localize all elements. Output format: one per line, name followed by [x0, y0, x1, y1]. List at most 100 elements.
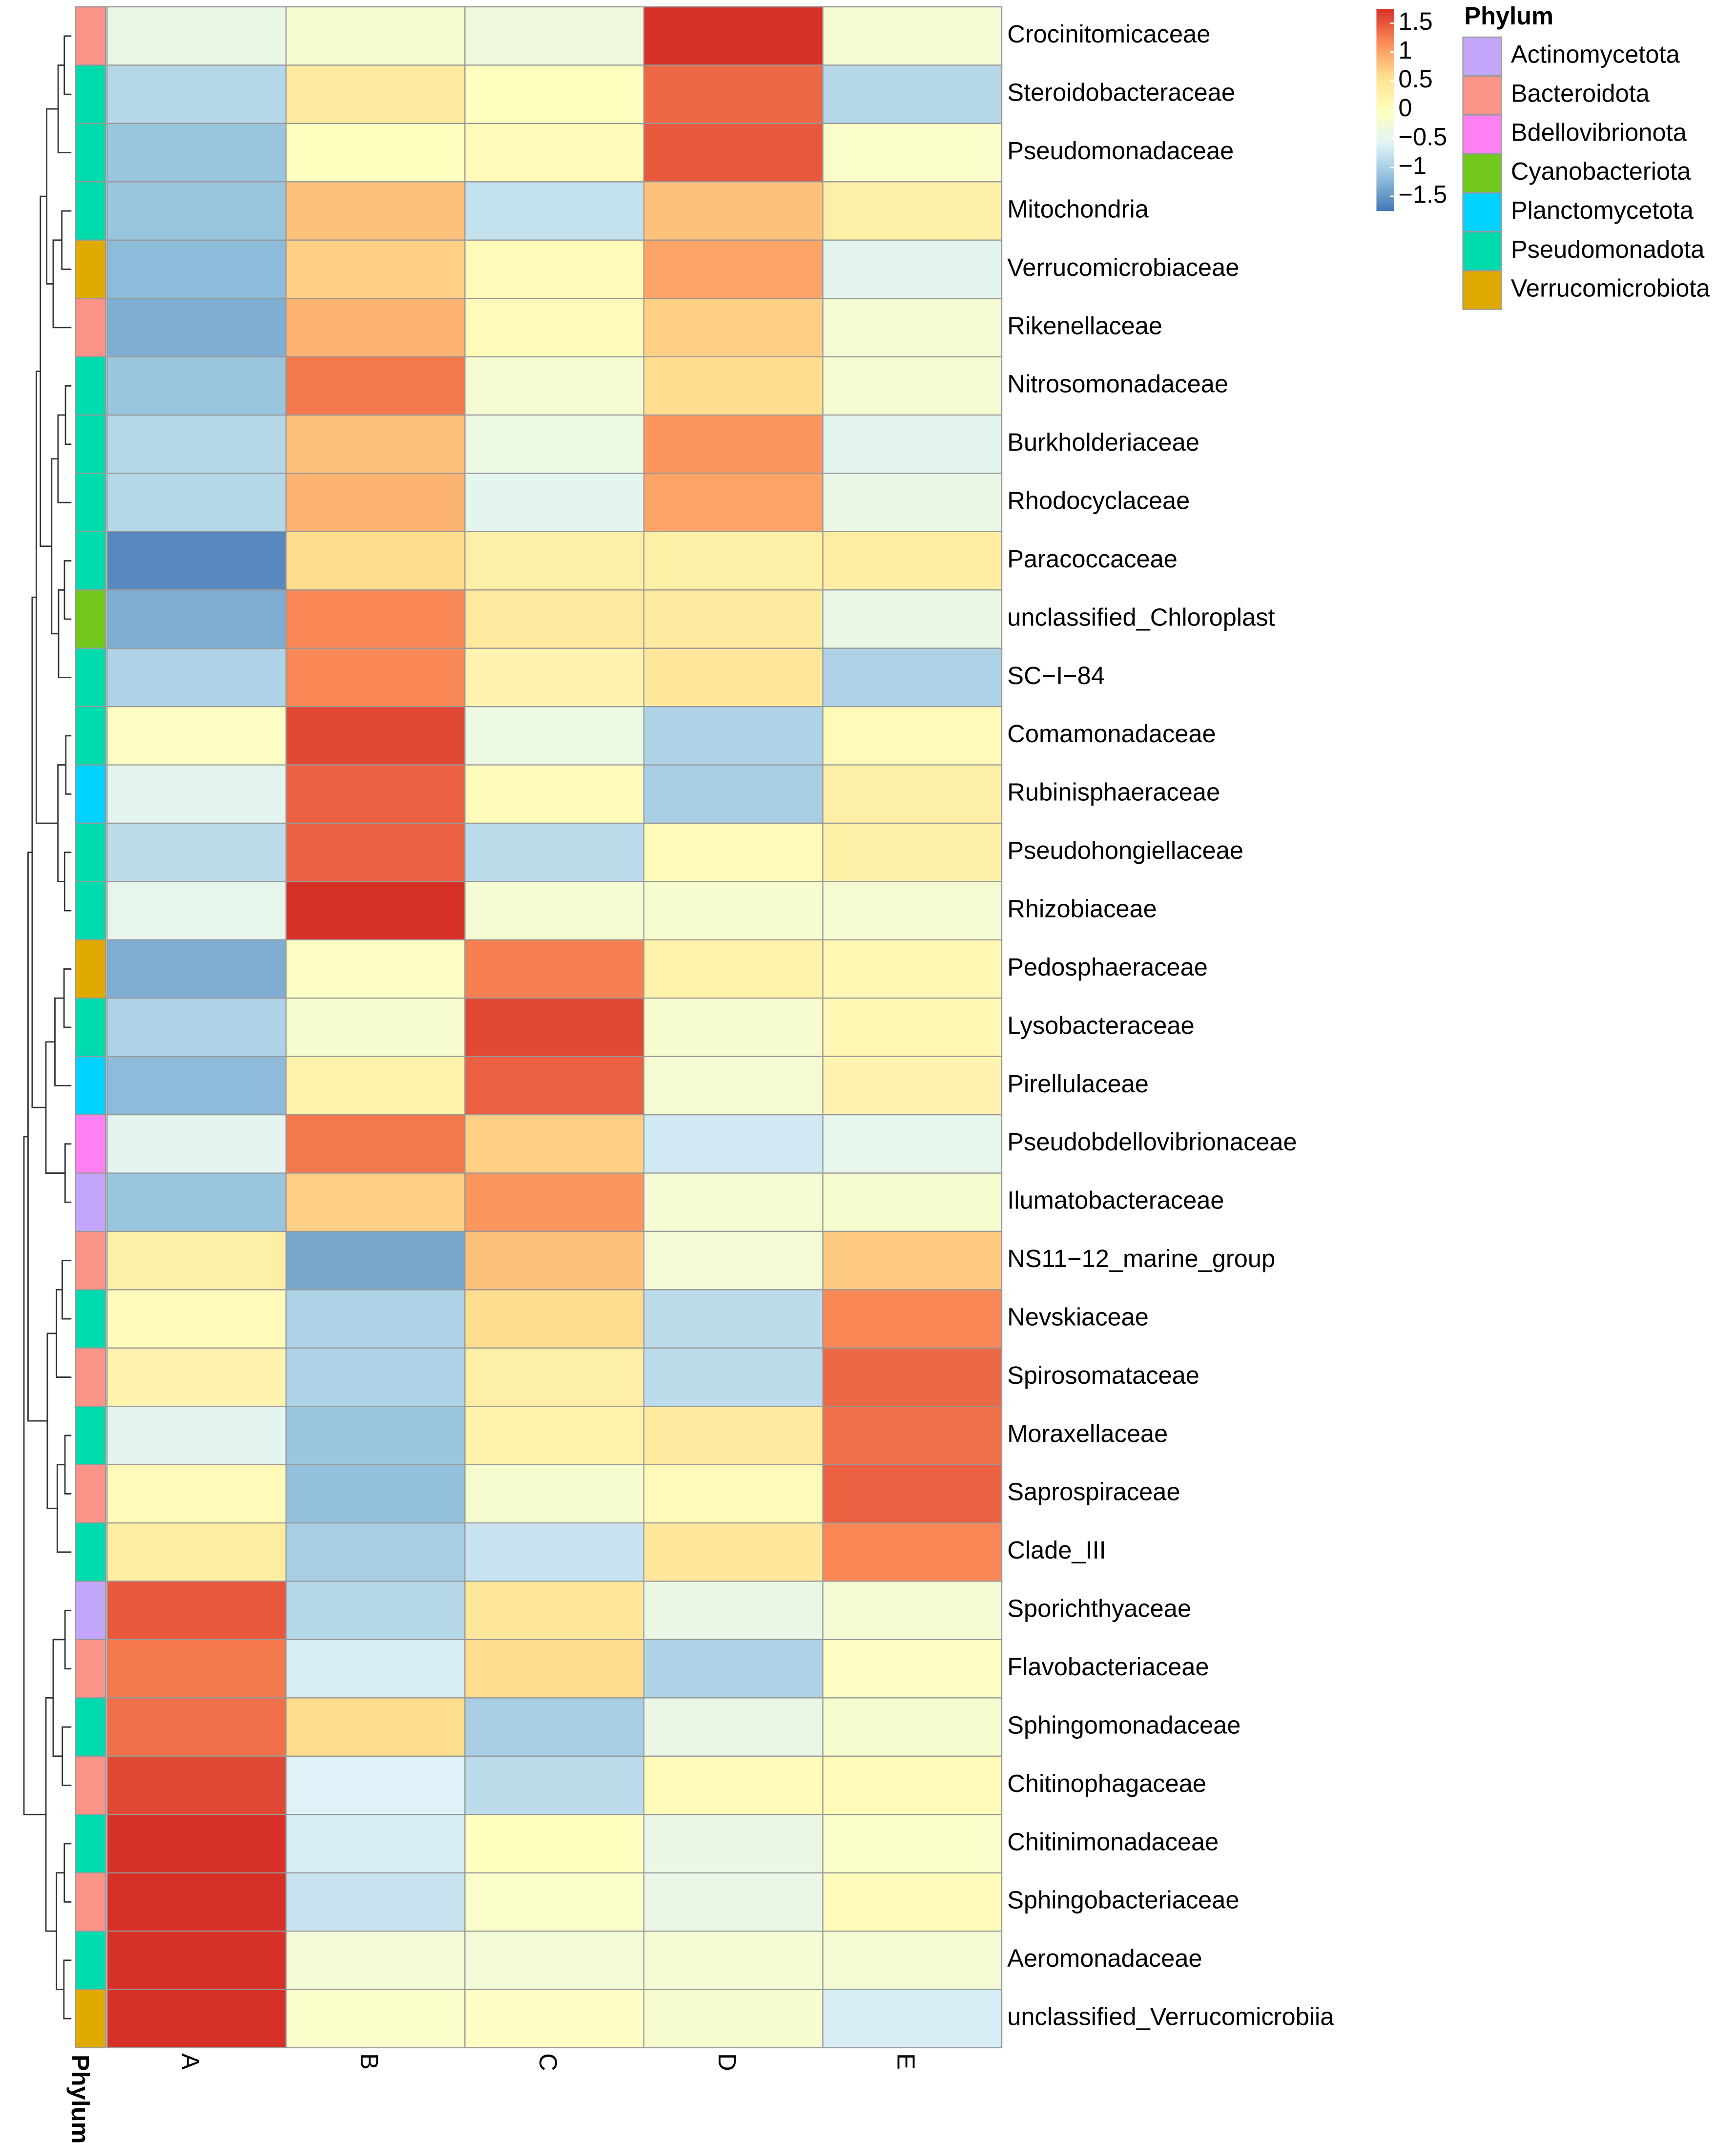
colorbar-segment — [1376, 180, 1394, 184]
heatmap-cell — [465, 1873, 644, 1931]
colorbar-segment — [1376, 130, 1394, 134]
colorbar-segment — [1376, 29, 1394, 33]
legend-label: Planctomycetota — [1511, 196, 1694, 224]
annotation-cell — [76, 182, 106, 240]
row-label: unclassified_Verrucomicrobiia — [1007, 2003, 1334, 2031]
colorbar-segment — [1376, 36, 1394, 40]
heatmap-cell — [286, 765, 465, 823]
annotation-cell — [76, 1348, 106, 1406]
legend-swatch — [1463, 271, 1502, 310]
row-label: Pirellulaceae — [1007, 1070, 1149, 1098]
colorbar-segment — [1376, 26, 1394, 30]
colorbar-segment — [1376, 12, 1394, 16]
legend-swatch — [1463, 76, 1502, 115]
heatmap-cell — [644, 1814, 823, 1873]
colorbar-segment — [1376, 160, 1394, 164]
annotation-cell — [76, 765, 106, 823]
heatmap-cell — [644, 1465, 823, 1523]
heatmap-cell — [823, 182, 1002, 240]
annotation-cell — [76, 1406, 106, 1464]
heatmap-cell — [465, 823, 644, 881]
annotation-cell — [76, 1873, 106, 1931]
heatmap-cell — [286, 707, 465, 765]
heatmap-cell — [286, 1057, 465, 1115]
heatmap-cell — [823, 1581, 1002, 1640]
heatmap-cell — [823, 1231, 1002, 1290]
heatmap-cell — [286, 240, 465, 298]
heatmap-cell — [823, 1523, 1002, 1581]
colorbar-segment — [1376, 60, 1394, 63]
heatmap-cell — [644, 881, 823, 939]
colorbar-segment — [1376, 123, 1394, 127]
heatmap-cell — [107, 1989, 286, 2047]
heatmap-cell — [644, 182, 823, 240]
heatmap-cell — [286, 998, 465, 1056]
colorbar-segment — [1376, 157, 1394, 161]
heatmap-cell — [644, 65, 823, 123]
column-label: C — [534, 2053, 562, 2071]
heatmap-cell — [107, 590, 286, 648]
heatmap-cell — [465, 1756, 644, 1814]
heatmap-cell — [107, 532, 286, 590]
heatmap-cell — [465, 1231, 644, 1290]
annotation-cell — [76, 124, 106, 182]
heatmap-cell — [465, 1057, 644, 1115]
heatmap-cell — [286, 182, 465, 240]
heatmap-cell — [286, 1115, 465, 1173]
heatmap-cell — [823, 590, 1002, 648]
row-label: Sporichthyaceae — [1007, 1595, 1191, 1623]
column-label: E — [892, 2053, 920, 2070]
row-label: Pseudomonadaceae — [1007, 137, 1234, 165]
heatmap-cell — [465, 532, 644, 590]
heatmap-cell — [823, 357, 1002, 415]
colorbar-segment — [1376, 62, 1394, 66]
colorbar-segment — [1376, 9, 1394, 13]
heatmap-cell — [823, 240, 1002, 298]
colorbar-segment — [1376, 42, 1394, 46]
heatmap-cell — [644, 1115, 823, 1173]
heatmap-cell — [107, 357, 286, 415]
heatmap-cell — [107, 707, 286, 765]
legend-label: Bdellovibrionota — [1511, 118, 1687, 146]
heatmap-cell — [823, 1348, 1002, 1406]
colorbar-segment — [1376, 96, 1394, 100]
row-label: unclassified_Chloroplast — [1007, 603, 1275, 631]
heatmap-cell — [465, 473, 644, 531]
annotation-cell — [76, 65, 106, 123]
annotation-cell — [76, 1290, 106, 1348]
colorbar-segment — [1376, 208, 1394, 211]
colorbar-segment — [1376, 153, 1394, 157]
row-label: Flavobacteriaceae — [1007, 1653, 1209, 1681]
colorbar-segment — [1376, 100, 1394, 104]
heatmap-cell — [644, 1756, 823, 1814]
colorbar-tick-label: −0.5 — [1398, 123, 1447, 150]
heatmap-cell — [286, 648, 465, 707]
colorbar-segment — [1376, 201, 1394, 205]
heatmap-cell — [823, 532, 1002, 590]
colorbar-segment — [1376, 66, 1394, 70]
heatmap-cell — [465, 357, 644, 415]
colorbar-segment — [1376, 76, 1394, 80]
annotation-cell — [76, 1581, 106, 1640]
heatmap-cell — [465, 240, 644, 298]
colorbar-segment — [1376, 144, 1394, 147]
colorbar-segment — [1376, 117, 1394, 121]
heatmap-cell — [286, 823, 465, 881]
row-label: Rubinisphaeraceae — [1007, 778, 1220, 806]
heatmap-cell — [823, 1057, 1002, 1115]
heatmap-cell — [644, 590, 823, 648]
heatmap-cell — [644, 1348, 823, 1406]
colorbar-segment — [1376, 204, 1394, 208]
heatmap-cell — [823, 7, 1002, 65]
colorbar-segment — [1376, 174, 1394, 178]
heatmap-cell — [823, 823, 1002, 881]
heatmap-cell — [107, 182, 286, 240]
heatmap-cell — [465, 707, 644, 765]
heatmap-cell — [286, 124, 465, 182]
colorbar-segment — [1376, 184, 1394, 187]
heatmap-cell — [823, 940, 1002, 998]
annotation-cell — [76, 240, 106, 298]
heatmap-cell — [107, 473, 286, 531]
heatmap-cell — [644, 1057, 823, 1115]
legend-label: Cyanobacteriota — [1511, 157, 1691, 185]
